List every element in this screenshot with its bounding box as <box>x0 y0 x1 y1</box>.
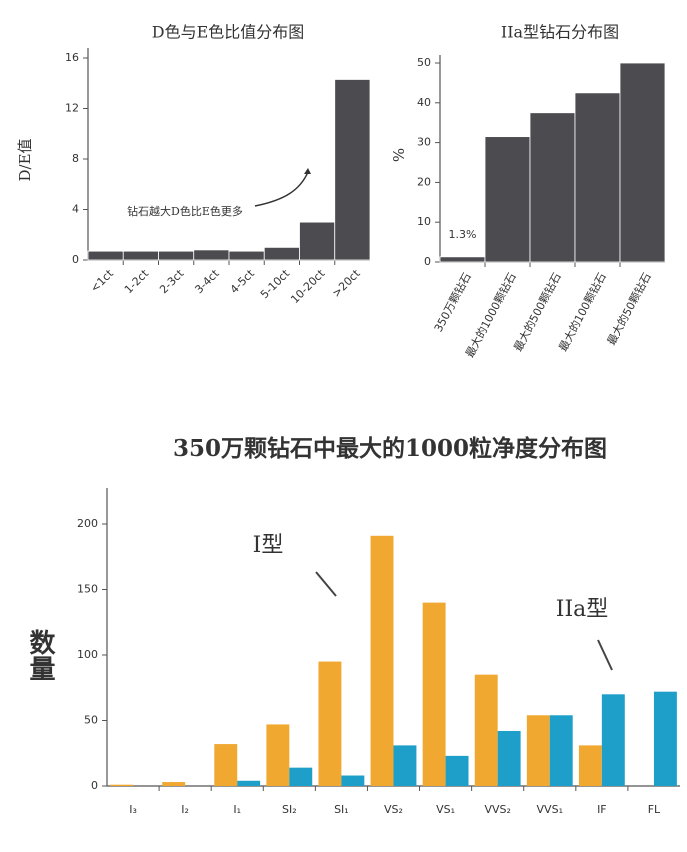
bar <box>445 755 469 786</box>
y-tick-label: 0 <box>424 255 431 268</box>
x-tick-label: VVS₂ <box>484 803 510 816</box>
y-tick-label: 16 <box>65 51 79 64</box>
bar <box>318 661 342 786</box>
bar <box>578 745 602 786</box>
annotation-arrow <box>254 171 309 207</box>
x-tick-label: I₃ <box>129 803 137 816</box>
chart-title: D色与E色比值分布图 <box>152 23 305 42</box>
y-tick-label: 10 <box>417 215 431 228</box>
y-tick-label: 50 <box>84 714 98 727</box>
chart-title: 350万颗钻石中最大的1000粒净度分布图 <box>173 435 607 462</box>
bar <box>214 744 238 786</box>
bar <box>289 767 313 786</box>
bar <box>263 246 300 261</box>
bar <box>193 249 230 261</box>
x-tick-label: 4-5ct <box>228 267 258 297</box>
series-label: IIa型 <box>556 597 609 622</box>
bar <box>341 775 365 786</box>
bar <box>549 715 573 786</box>
x-tick-label: SI₁ <box>334 803 349 816</box>
bar <box>474 674 498 786</box>
x-tick-label: 10-20ct <box>288 267 328 307</box>
bar <box>439 256 486 263</box>
bar <box>484 136 531 263</box>
bar <box>619 62 666 263</box>
bar <box>497 730 521 786</box>
bar <box>529 112 576 263</box>
x-tick-label: I₂ <box>181 803 189 816</box>
bar <box>370 535 394 786</box>
x-tick-label: 3-4ct <box>192 267 222 297</box>
bar <box>334 79 371 261</box>
x-tick-label: I₁ <box>233 803 241 816</box>
x-tick-label: 1-2ct <box>122 267 152 297</box>
bar <box>110 784 134 786</box>
y-tick-label: 20 <box>417 175 431 188</box>
bar <box>601 694 625 786</box>
x-tick-label: 最大的1000颗钻石 <box>462 270 518 360</box>
annotation-arrow-head <box>304 168 311 174</box>
y-tick-label: 200 <box>77 517 98 530</box>
bar <box>228 250 265 261</box>
bar <box>393 745 417 786</box>
y-tick-label: 8 <box>72 152 79 165</box>
y-tick-label: 4 <box>72 203 79 216</box>
bar <box>266 724 290 786</box>
annotation: 钻石越大D色比E色更多 <box>127 204 243 218</box>
x-tick-label: 最大的50颗钻石 <box>604 270 654 347</box>
bar <box>574 92 621 263</box>
bar <box>87 250 124 261</box>
y-tick-label: 0 <box>91 779 98 792</box>
y-tick-label: 150 <box>77 583 98 596</box>
x-tick-label: FL <box>648 803 661 816</box>
bar <box>237 780 261 786</box>
y-tick-label: 0 <box>72 253 79 266</box>
bar <box>162 782 186 786</box>
x-tick-label: VVS₁ <box>537 803 563 816</box>
y-tick-label: 50 <box>417 56 431 69</box>
x-tick-label: VS₂ <box>384 803 403 816</box>
y-axis-label: D/E值 <box>16 138 34 181</box>
x-tick-label: 5-10ct <box>258 267 293 302</box>
value-label: 1.3% <box>449 228 477 241</box>
x-tick-label: IF <box>597 803 607 816</box>
bar <box>422 602 446 786</box>
y-axis-label: 数量 <box>25 629 55 681</box>
x-tick-label: 最大的100颗钻石 <box>556 270 609 353</box>
bar <box>122 250 159 261</box>
y-axis-label: % <box>390 148 408 162</box>
bar <box>158 250 195 261</box>
x-tick-label: 2-3ct <box>157 267 187 297</box>
series-label: I型 <box>253 533 284 558</box>
series-pointer <box>315 571 337 597</box>
y-tick-label: 30 <box>417 136 431 149</box>
x-tick-label: <1ct <box>88 267 116 295</box>
x-tick-label: >20ct <box>330 267 363 300</box>
y-tick-label: 12 <box>65 102 79 115</box>
series-pointer <box>597 639 613 671</box>
chart-title: IIa型钻石分布图 <box>501 23 619 42</box>
x-tick-label: SI₂ <box>282 803 297 816</box>
bar <box>653 691 677 786</box>
bar <box>299 221 336 261</box>
x-tick-label: 最大的500颗钻石 <box>511 270 564 353</box>
y-tick-label: 40 <box>417 96 431 109</box>
x-tick-label: 350万颗钻石 <box>431 270 474 334</box>
y-tick-label: 100 <box>77 648 98 661</box>
bar <box>526 715 550 786</box>
x-tick-label: VS₁ <box>436 803 455 816</box>
